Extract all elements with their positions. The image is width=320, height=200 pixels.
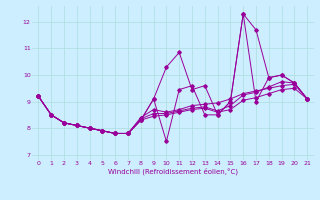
X-axis label: Windchill (Refroidissement éolien,°C): Windchill (Refroidissement éolien,°C) (108, 168, 238, 175)
